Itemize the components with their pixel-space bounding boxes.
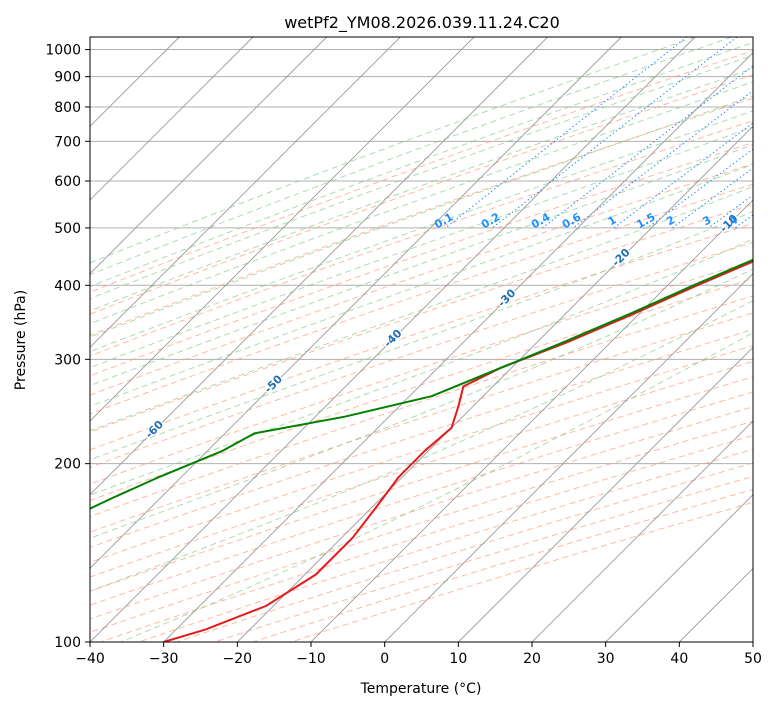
isotherm-label: -60 — [143, 418, 166, 441]
isotherm-line — [237, 125, 753, 642]
isotherm-line — [310, 199, 753, 642]
dry-adiabat — [100, 434, 753, 642]
x-tick-label: 0 — [380, 651, 389, 667]
moist-adiabat — [90, 238, 753, 496]
x-axis-label: Temperature (°C) — [360, 681, 482, 697]
isotherm-line — [90, 37, 401, 348]
dry-adiabat — [90, 203, 753, 433]
isotherm-line — [90, 37, 327, 275]
x-tick-label: −20 — [223, 651, 253, 667]
isotherm-line — [384, 273, 753, 642]
moist-adiabat — [90, 41, 753, 288]
x-axis-ticks: −40 −30 −20 −10 0 10 20 30 40 50 — [75, 642, 762, 667]
x-tick-label: 50 — [744, 651, 762, 667]
x-tick-label: 20 — [523, 651, 541, 667]
dry-adiabat — [90, 163, 753, 396]
pressure-gridlines — [90, 49, 753, 642]
isotherm-label: -40 — [381, 327, 404, 350]
y-tick-label: 300 — [54, 352, 81, 368]
moist-adiabat — [120, 332, 753, 642]
x-tick-label: −40 — [75, 651, 105, 667]
dry-adiabat — [90, 260, 753, 485]
dewpoint-profile-line — [90, 258, 753, 510]
y-tick-label: 400 — [54, 278, 81, 294]
isotherm-line — [90, 37, 696, 642]
dry-adiabat — [90, 420, 753, 633]
isotherm-line — [90, 37, 622, 569]
y-axis-ticks: 1000 900 800 700 600 500 400 300 200 100 — [45, 43, 90, 651]
moist-adiabat — [90, 144, 753, 387]
dry-adiabat — [90, 74, 753, 315]
y-tick-label: 1000 — [45, 43, 81, 59]
dry-adiabat — [90, 312, 753, 533]
moist-adiabat — [90, 186, 753, 432]
mixing-ratio-label: 2 — [664, 213, 677, 228]
x-tick-label: 30 — [597, 651, 615, 667]
isotherm-line — [163, 52, 753, 642]
y-tick-label: 100 — [54, 635, 81, 651]
y-tick-label: 600 — [54, 174, 81, 190]
y-tick-label: 800 — [54, 100, 81, 116]
isotherm-line — [90, 37, 254, 201]
y-tick-label: 200 — [54, 457, 81, 473]
chart-title: wetPf2_YM08.2026.039.11.24.C20 — [284, 13, 560, 33]
mixing-ratio-line — [613, 122, 753, 229]
y-tick-label: 700 — [54, 134, 81, 150]
y-tick-label: 900 — [54, 70, 81, 86]
dry-adiabat — [214, 475, 753, 642]
mixing-ratio-line — [708, 194, 753, 229]
isotherm-line — [679, 567, 753, 642]
isotherm-line — [458, 346, 753, 642]
moist-adiabat — [90, 163, 753, 407]
dry-adiabat — [90, 142, 753, 377]
mixing-ratio-label: 1 — [606, 213, 619, 228]
moist-adiabat — [90, 37, 696, 264]
mixing-ratio-line — [445, 37, 688, 229]
moist-adiabat — [90, 54, 753, 300]
x-tick-label: −10 — [296, 651, 326, 667]
dry-adiabat — [90, 50, 753, 293]
isotherm-line — [605, 494, 753, 642]
x-tick-label: 10 — [449, 651, 467, 667]
moist-adiabat — [90, 95, 753, 338]
mixing-ratio-line — [734, 214, 753, 229]
plot-frame — [89, 36, 754, 643]
plot-area: -100-90-80-70-60-50-40-30-20-10010203040… — [22, 37, 775, 642]
isotherm-label: -70 — [22, 465, 45, 488]
y-tick-label: 500 — [54, 221, 81, 237]
dry-adiabat — [90, 97, 753, 336]
mixing-ratio-line — [542, 65, 753, 229]
isotherm-line — [90, 37, 548, 496]
temperature-profile-line — [163, 260, 753, 642]
mixing-ratio-line — [572, 90, 753, 229]
dry-adiabat — [90, 278, 753, 501]
moist-adiabat — [90, 81, 753, 325]
dry-adiabat — [90, 391, 753, 606]
dry-adiabat — [90, 328, 753, 548]
moist-adiabat — [90, 67, 753, 312]
x-tick-label: 40 — [670, 651, 688, 667]
sounding-series — [90, 258, 753, 642]
isotherm-line — [90, 37, 475, 422]
isotherm-line — [752, 641, 753, 642]
y-axis-label: Pressure (hPa) — [13, 290, 29, 390]
mixing-ratio-label: 6 — [766, 213, 775, 228]
x-tick-label: −30 — [149, 651, 179, 667]
isotherm-line — [531, 420, 753, 642]
mixing-ratio-lines — [445, 37, 753, 229]
dry-adiabat — [290, 501, 753, 642]
isotherm-label: -50 — [262, 372, 285, 395]
dry-adiabat — [90, 223, 753, 451]
mixing-ratio-line — [672, 167, 753, 229]
isotherms — [90, 37, 753, 642]
